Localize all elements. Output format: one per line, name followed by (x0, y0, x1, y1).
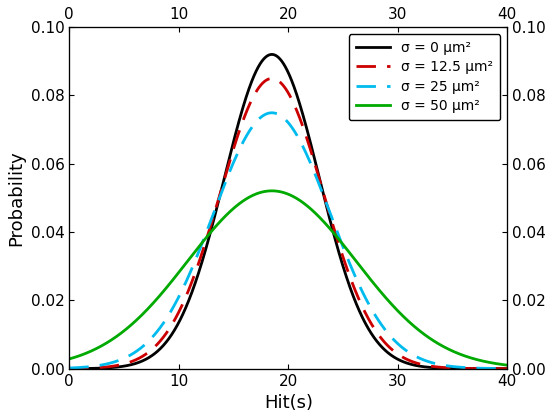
σ = 25 μm² (88, 364, 95, 369)
σ = 50 μm² (267, 189, 274, 194)
σ = 25 μm² (491, 366, 498, 371)
σ = 12.5 μm² (269, 76, 275, 81)
σ = 25 μm² (411, 353, 418, 358)
σ = 0 μm² (279, 59, 286, 65)
σ = 50 μm² (504, 362, 510, 367)
σ = 0 μm² (411, 362, 418, 367)
σ = 0 μm² (504, 366, 510, 371)
Line: σ = 0 μm²: σ = 0 μm² (69, 54, 507, 369)
σ = 12.5 μm² (504, 366, 510, 371)
Line: σ = 50 μm²: σ = 50 μm² (69, 191, 507, 365)
σ = 50 μm² (279, 190, 286, 195)
X-axis label: Hit(s): Hit(s) (264, 394, 313, 412)
σ = 12.5 μm² (267, 76, 274, 81)
σ = 12.5 μm² (491, 366, 498, 371)
σ = 25 μm² (66, 365, 72, 370)
σ = 25 μm² (269, 110, 275, 115)
σ = 25 μm² (267, 110, 274, 115)
σ = 0 μm² (267, 52, 274, 57)
σ = 12.5 μm² (66, 366, 72, 371)
σ = 0 μm² (269, 52, 275, 57)
σ = 25 μm² (492, 366, 498, 371)
σ = 12.5 μm² (411, 360, 418, 365)
σ = 50 μm² (88, 348, 95, 353)
σ = 50 μm² (269, 188, 275, 193)
σ = 50 μm² (411, 324, 418, 329)
σ = 50 μm² (491, 361, 498, 366)
σ = 0 μm² (88, 366, 95, 371)
Y-axis label: Probability: Probability (7, 150, 25, 246)
σ = 0 μm² (66, 366, 72, 371)
σ = 25 μm² (279, 114, 286, 119)
σ = 12.5 μm² (492, 366, 498, 371)
σ = 0 μm² (491, 366, 498, 371)
σ = 50 μm² (492, 361, 498, 366)
σ = 25 μm² (504, 366, 510, 371)
Line: σ = 12.5 μm²: σ = 12.5 μm² (69, 78, 507, 369)
σ = 12.5 μm² (279, 82, 286, 87)
σ = 12.5 μm² (88, 365, 95, 370)
Legend: σ = 0 μm², σ = 12.5 μm², σ = 25 μm², σ = 50 μm²: σ = 0 μm², σ = 12.5 μm², σ = 25 μm², σ =… (348, 34, 500, 120)
σ = 0 μm² (492, 366, 498, 371)
σ = 50 μm² (66, 357, 72, 362)
Line: σ = 25 μm²: σ = 25 μm² (69, 113, 507, 369)
